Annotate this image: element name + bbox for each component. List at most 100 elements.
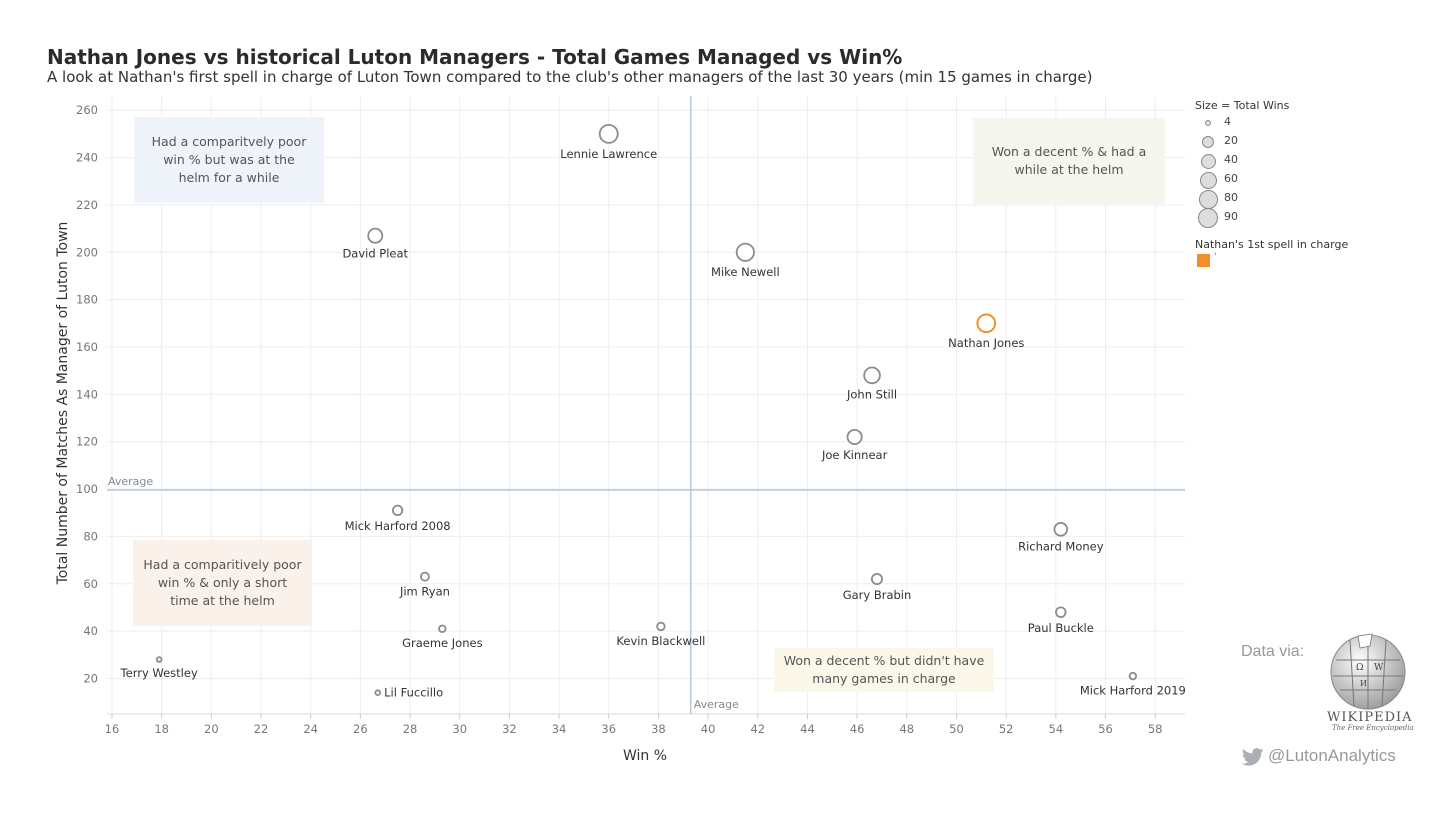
x-tick-label: 20 [204, 722, 219, 736]
data-point: Mike Newell [711, 242, 780, 279]
data-point: Graeme Jones [402, 624, 483, 650]
wikipedia-tagline: The Free Encyclopedia [1332, 724, 1414, 732]
quadrant-notes: Had a comparitvely poor win % but was at … [133, 117, 1165, 692]
data-point-label: Kevin Blackwell [616, 634, 705, 648]
y-tick-label: 160 [76, 340, 98, 354]
average-line-x-label: Average [694, 698, 739, 711]
quadrant-note: Won a decent % & had a while at the helm [973, 118, 1165, 204]
quadrant-note: Had a comparitvely poor win % but was at … [134, 117, 324, 203]
average-line-y-label: Average [108, 475, 153, 488]
x-tick-label: 42 [750, 722, 765, 736]
twitter-bird-icon [1241, 747, 1264, 766]
data-point-label: Mick Harford 2008 [345, 519, 451, 533]
data-point: Joe Kinnear [821, 428, 888, 462]
data-point: Nathan Jones [948, 313, 1024, 350]
data-point-marker [374, 689, 382, 696]
data-point-marker [1053, 522, 1069, 537]
svg-text:Ω: Ω [1356, 663, 1363, 673]
data-credit: Data via: [1241, 643, 1305, 660]
y-tick-label: 60 [83, 577, 98, 591]
size-legend-circle [1198, 208, 1218, 228]
quadrant-note-box [973, 118, 1165, 204]
data-point: Jim Ryan [399, 571, 450, 599]
data-point: Gary Brabin [843, 573, 912, 602]
data-point-marker [420, 571, 430, 582]
x-tick-label: 44 [800, 722, 815, 736]
data-point-label: Paul Buckle [1028, 621, 1094, 635]
size-legend-circle [1199, 171, 1217, 189]
quadrant-note-text: Won a decent % & had a while at the helm [992, 144, 1147, 177]
highlight-legend-label: ' [1214, 252, 1217, 262]
data-point-marker [846, 428, 863, 445]
y-axis-label: Total Number of Matches As Manager of Lu… [55, 222, 71, 586]
data-point-marker [735, 242, 755, 262]
quadrant-note-text: Had a comparitively poor win % & only a s… [143, 557, 302, 608]
size-legend-circle [1198, 189, 1218, 209]
data-point-marker [870, 573, 884, 586]
x-tick-label: 38 [651, 722, 666, 736]
data-point-marker [155, 656, 163, 663]
size-legend-value: 80 [1224, 191, 1238, 204]
size-legend-circle [1202, 136, 1214, 148]
data-point: Lennie Lawrence [560, 123, 657, 161]
data-point-label: John Still [846, 387, 897, 401]
size-legend-circle [1200, 153, 1216, 169]
size-legend-value: 4 [1224, 115, 1231, 128]
svg-text:W: W [1374, 663, 1384, 673]
x-tick-label: 24 [303, 722, 318, 736]
data-point-marker [367, 227, 384, 244]
x-tick-label: 58 [1148, 722, 1163, 736]
data-point-label: Mike Newell [711, 265, 780, 279]
data-point-label: Graeme Jones [402, 636, 482, 650]
y-tick-label: 260 [76, 103, 98, 117]
data-point-marker [976, 313, 997, 334]
wikipedia-wordmark: WIKIPEDIA [1327, 710, 1413, 725]
chart-title: Nathan Jones vs historical Luton Manager… [47, 45, 903, 69]
y-tick-label: 180 [76, 293, 98, 307]
y-tick-label: 20 [83, 671, 98, 685]
size-legend-value: 20 [1224, 134, 1238, 147]
x-tick-label: 30 [452, 722, 467, 736]
x-tick-label: 56 [1098, 722, 1113, 736]
data-point: David Pleat [342, 227, 409, 261]
quadrant-note-box [134, 117, 324, 203]
size-legend-value: 60 [1224, 172, 1238, 185]
data-point: Kevin Blackwell [616, 621, 705, 648]
twitter-handle[interactable]: @LutonAnalytics [1241, 746, 1396, 766]
data-point: John Still [846, 366, 897, 401]
data-point-marker [438, 624, 447, 633]
data-point-marker [863, 366, 881, 385]
x-tick-label: 26 [353, 722, 368, 736]
x-tick-label: 32 [502, 722, 517, 736]
data-point: Mick Harford 2008 [345, 504, 451, 533]
axis-ticks: 16 18 20 22 24 26 28 30 32 34 36 38 40 42 44 46 48 50 52 54… [76, 103, 1162, 736]
data-point: Richard Money [1018, 522, 1104, 554]
svg-text:И: И [1360, 679, 1367, 688]
size-legend-value: 40 [1224, 153, 1238, 166]
y-tick-label: 80 [83, 529, 98, 543]
data-point-marker [656, 621, 666, 632]
y-tick-label: 220 [76, 198, 98, 212]
x-tick-label: 34 [552, 722, 567, 736]
x-tick-label: 54 [1049, 722, 1064, 736]
x-tick-label: 52 [999, 722, 1014, 736]
data-point: Lil Fuccillo [374, 686, 443, 700]
data-point-marker [1128, 671, 1138, 681]
y-tick-label: 100 [76, 482, 98, 496]
data-point-label: Lil Fuccillo [384, 686, 443, 700]
y-tick-label: 40 [83, 624, 98, 638]
x-tick-label: 22 [254, 722, 269, 736]
x-tick-label: 18 [154, 722, 169, 736]
data-point-label: Nathan Jones [948, 336, 1024, 350]
data-point-label: Richard Money [1018, 540, 1104, 554]
highlight-legend-swatch [1197, 254, 1210, 267]
data-point-label: Gary Brabin [843, 588, 912, 602]
wikipedia-globe-icon: Ω W И [1330, 633, 1406, 710]
x-tick-label: 28 [403, 722, 418, 736]
data-point-label: Lennie Lawrence [560, 147, 657, 161]
data-point: Paul Buckle [1028, 606, 1094, 635]
chart-subtitle: A look at Nathan's first spell in charge… [47, 68, 1093, 86]
quadrant-note-text: Won a decent % but didn't have many games… [784, 653, 985, 686]
x-tick-label: 16 [105, 722, 120, 736]
